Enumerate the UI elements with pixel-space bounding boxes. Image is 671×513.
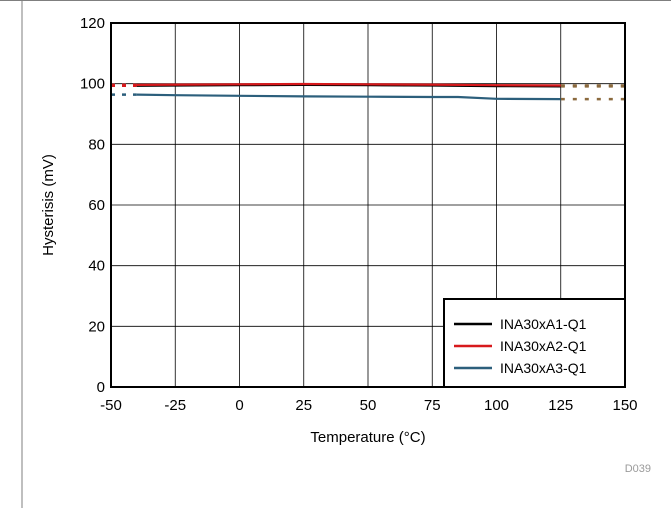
series-line (136, 93, 561, 101)
x-tick-label: 150 (612, 397, 637, 414)
x-tick-label: 125 (548, 397, 573, 414)
legend-label: INA30xA2-Q1 (500, 338, 587, 354)
x-tick-label: 25 (295, 397, 312, 414)
y-tick-label: 40 (88, 258, 105, 275)
legend-label: INA30xA1-Q1 (500, 316, 587, 332)
legend-box (443, 298, 626, 388)
tick-labels: -50 -25 0 25 50 75 100 125 150 0 20 40 60 80 100 120 (80, 15, 638, 414)
y-tick-label: 60 (88, 197, 105, 214)
y-tick-label: 20 (88, 318, 105, 335)
legend: INA30xA1-Q1 INA30xA2-Q1 INA30xA3-Q1 (443, 298, 626, 388)
x-tick-label: 0 (235, 397, 243, 414)
y-tick-label: 0 (97, 379, 105, 396)
series-layer (111, 82, 625, 101)
figure-code: D039 (625, 463, 651, 475)
y-tick-label: 100 (80, 76, 105, 93)
x-tick-label: 50 (360, 397, 377, 414)
x-tick-label: 75 (424, 397, 441, 414)
x-tick-label: -50 (100, 397, 122, 414)
y-tick-label: 80 (88, 136, 105, 153)
x-axis-title: Temperature (°C) (310, 429, 425, 446)
y-tick-label: 120 (80, 15, 105, 32)
series-line (136, 82, 561, 87)
x-tick-label: -25 (164, 397, 186, 414)
legend-label: INA30xA3-Q1 (500, 360, 587, 376)
plot-area-border (110, 22, 626, 388)
x-tick-label: 100 (484, 397, 509, 414)
y-axis-title: Hysterisis (mV) (40, 154, 57, 256)
